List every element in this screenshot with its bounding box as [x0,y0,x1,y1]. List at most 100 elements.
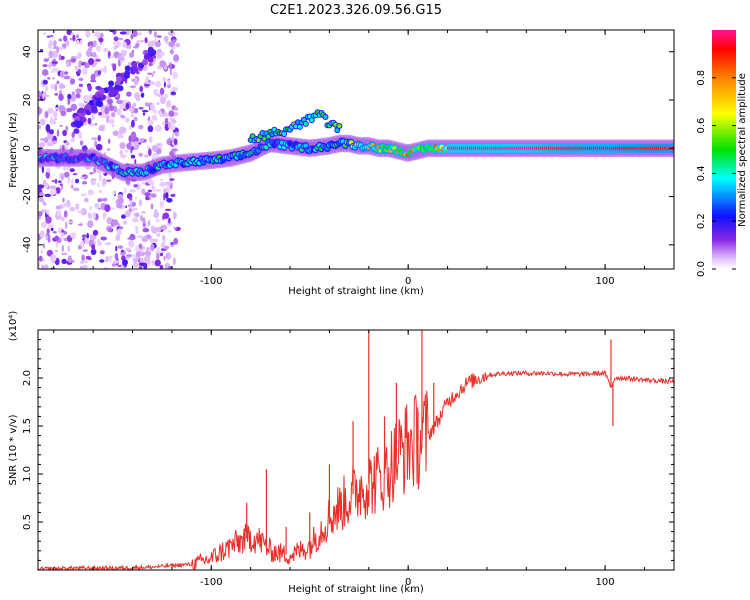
noise-blob [71,131,75,139]
noise-blob [84,197,89,203]
noise-blob [173,54,180,62]
noise-blob [102,212,107,219]
noise-blob [92,211,96,220]
noise-blob [141,188,146,195]
noise-blob [129,85,137,89]
noise-blob [91,112,95,121]
noise-blob [51,61,59,65]
noise-blob [60,230,64,239]
noise-blob [116,56,124,59]
noise-blob [139,85,143,92]
noise-blob [143,262,148,269]
noise-blob [44,94,50,97]
noise-blob [50,70,55,73]
noise-streak [114,84,121,91]
noise-blob [147,148,152,157]
noise-blob [159,96,166,105]
noise-blob [52,231,57,234]
noise-blob [49,185,57,190]
noise-blob [84,62,90,69]
noise-blob [168,41,175,48]
noise-blob [156,246,160,254]
noise-blob [54,117,57,121]
noise-streak [132,66,139,73]
noise-blob [131,119,135,128]
noise-blob [111,112,116,118]
noise-blob [135,93,141,102]
y-tick-label: 1.5 [22,418,33,434]
noise-blob [165,181,171,186]
noise-blob [91,137,98,141]
noise-blob [138,124,144,130]
branch-core [262,136,267,141]
colorbar-tick-label: 0.8 [696,70,707,86]
noise-blob [62,129,67,137]
noise-blob [140,214,143,222]
noise-blob [103,47,109,53]
noise-blob [48,50,54,59]
noise-blob [141,236,149,243]
noise-blob [171,121,174,129]
noise-blob [45,182,49,189]
noise-blob [53,110,58,118]
noise-blob [41,266,45,269]
noise-blob [138,106,144,110]
noise-blob [115,234,121,242]
noise-streak [147,48,154,55]
noise-blob [155,226,162,233]
noise-blob [170,91,177,96]
noise-blob [117,134,124,139]
noise-blob [71,178,74,185]
noise-streak [90,106,97,113]
noise-blob [168,110,175,117]
noise-blob [38,184,45,189]
noise-blob [138,265,143,269]
noise-blob [147,72,153,75]
noise-blob [160,142,163,150]
noise-blob [150,243,155,252]
noise-blob [131,201,136,207]
noise-blob [71,184,74,189]
noise-blob [135,251,142,257]
branch-core [337,124,342,128]
noise-blob [54,235,59,241]
noise-blob [77,210,85,214]
noise-blob [149,193,157,198]
noise-blob [104,107,110,115]
noise-blob [156,35,162,38]
noise-blob [82,264,88,269]
y-tick-label: 2.0 [22,370,33,386]
noise-blob [60,173,64,181]
noise-blob [132,212,136,216]
branch-core [270,132,275,137]
noise-blob [63,75,71,80]
noise-blob [145,76,150,85]
noise-blob [82,67,88,76]
noise-blob [64,71,69,75]
colorbar-label: Normalized spectral amplitude [737,73,748,227]
noise-blob [47,133,54,140]
noise-blob [133,184,139,188]
noise-blob [169,49,174,55]
noise-blob [167,230,172,233]
noise-blob [89,206,92,211]
noise-blob [144,192,151,197]
noise-blob [97,199,103,202]
noise-blob [150,103,156,112]
y-tick-label: 20 [22,94,33,107]
noise-blob [50,227,54,231]
noise-blob [78,77,84,81]
noise-blob [46,168,51,173]
noise-blob [157,48,162,54]
noise-blob [145,195,150,201]
noise-blob [97,70,101,76]
noise-blob [79,261,85,264]
noise-blob [98,125,105,132]
noise-blob [147,119,154,126]
noise-blob [41,209,48,213]
colorbar-ticks: 0.0 0.2 0.4 0.6 0.8 [696,70,736,277]
noise-blob [77,223,83,226]
noise-blob [67,245,70,253]
noise-blob [47,237,51,243]
